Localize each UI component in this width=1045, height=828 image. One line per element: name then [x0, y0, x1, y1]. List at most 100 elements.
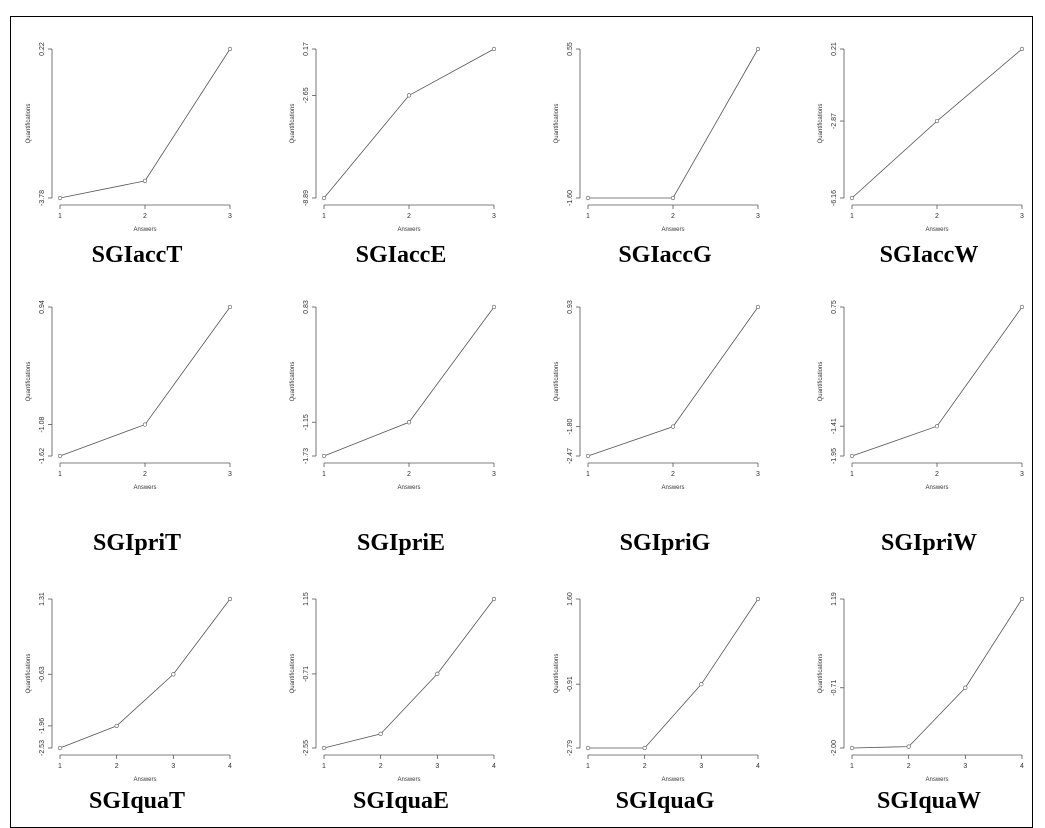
data-point [642, 745, 647, 751]
y-tick-label: 0.83 [303, 300, 310, 314]
x-axis-label: Answers [397, 227, 420, 233]
y-axis-label: Quantifications [818, 104, 824, 144]
data-line [59, 306, 231, 457]
x-tick-label: 1 [322, 763, 326, 770]
data-point [227, 596, 233, 602]
data-line [323, 306, 495, 457]
chart-title: SGIaccT [92, 242, 183, 268]
chart-title: SGIquaG [616, 788, 715, 814]
x-tick-label: 3 [171, 763, 175, 770]
data-point [849, 453, 855, 459]
y-tick-label: -0.71 [831, 680, 838, 696]
data-point [227, 304, 233, 310]
x-tick-label: 2 [935, 471, 939, 478]
x-axis-label: Answers [925, 227, 948, 233]
data-point [1019, 304, 1025, 310]
x-tick-label: 1 [586, 213, 590, 220]
data-line [59, 48, 231, 199]
x-tick-label: 3 [756, 213, 760, 220]
y-tick-label: -0.63 [39, 666, 46, 682]
y-tick-label: -3.78 [39, 190, 46, 206]
data-point [227, 46, 233, 52]
data-point [934, 424, 940, 429]
y-tick-label: -2.55 [303, 740, 310, 756]
y-axis-label: Quantifications [554, 104, 560, 144]
y-tick-label: -1.60 [567, 190, 574, 206]
x-tick-label: 2 [907, 763, 911, 770]
y-axis-label: Quantifications [818, 362, 824, 402]
y-tick-label: -0.71 [303, 666, 310, 682]
data-line [323, 48, 495, 199]
y-tick-label: -1.15 [303, 414, 310, 430]
x-axis-label: Answers [661, 777, 684, 783]
y-tick-label: 0.22 [39, 42, 46, 56]
x-axis-label: Answers [661, 485, 684, 491]
chart-title: SGIpriG [620, 530, 711, 556]
x-tick-label: 3 [1020, 213, 1024, 220]
x-tick-label: 2 [379, 763, 383, 770]
x-tick-label: 1 [322, 213, 326, 220]
data-point [114, 723, 119, 728]
data-point [1019, 596, 1025, 602]
y-axis-label: Quantifications [290, 362, 296, 402]
chart-title: SGIquaT [89, 788, 185, 814]
chart-title: SGIpriW [881, 530, 977, 556]
x-tick-label: 3 [435, 763, 439, 770]
x-tick-label: 1 [850, 471, 854, 478]
x-tick-label: 2 [671, 471, 675, 478]
data-point [1019, 46, 1025, 52]
data-line [588, 598, 759, 749]
x-tick-label: 4 [492, 763, 496, 770]
x-tick-label: 1 [850, 213, 854, 220]
x-tick-label: 1 [586, 763, 590, 770]
data-point [142, 178, 148, 183]
data-point [378, 731, 383, 737]
x-tick-label: 3 [228, 213, 232, 220]
x-tick-label: 3 [492, 213, 496, 220]
x-tick-label: 4 [228, 763, 232, 770]
data-point [435, 671, 440, 677]
y-axis-label: Quantifications [290, 654, 296, 694]
x-tick-label: 3 [699, 763, 703, 770]
x-tick-label: 2 [935, 213, 939, 220]
y-axis-label: Quantifications [26, 362, 32, 402]
x-tick-label: 1 [58, 471, 62, 478]
y-tick-label: -2.87 [831, 113, 838, 129]
x-tick-label: 3 [228, 471, 232, 478]
data-point [585, 745, 591, 751]
data-point [142, 422, 148, 427]
data-point [849, 745, 855, 751]
data-point [57, 195, 63, 201]
y-tick-label: -6.16 [831, 190, 838, 206]
y-axis-label: Quantifications [290, 104, 296, 144]
x-tick-label: 2 [407, 213, 411, 220]
x-axis-label: Answers [133, 777, 156, 783]
x-tick-label: 1 [586, 471, 590, 478]
x-tick-label: 3 [492, 471, 496, 478]
chart-title: SGIquaE [353, 788, 449, 814]
x-tick-label: 2 [407, 471, 411, 478]
y-axis-label: Quantifications [26, 654, 32, 694]
y-tick-label: 1.15 [303, 592, 310, 606]
chart-title: SGIquaW [877, 788, 981, 814]
data-point [491, 46, 497, 52]
x-tick-label: 2 [143, 471, 147, 478]
y-tick-label: -8.89 [303, 190, 310, 206]
x-tick-label: 2 [671, 213, 675, 220]
y-axis-label: Quantifications [554, 362, 560, 402]
y-tick-label: -0.91 [567, 676, 574, 692]
x-axis-label: Answers [397, 777, 420, 783]
x-tick-label: 1 [58, 213, 62, 220]
y-tick-label: -1.41 [831, 418, 838, 434]
data-point [670, 195, 676, 201]
data-point [321, 745, 327, 751]
data-point [963, 685, 968, 690]
chart-title: SGIpriT [93, 530, 181, 556]
x-axis-label: Answers [925, 777, 948, 783]
data-point [57, 745, 63, 751]
x-axis-label: Answers [397, 485, 420, 491]
data-point [321, 453, 327, 459]
y-tick-label: 0.17 [303, 42, 310, 56]
x-tick-label: 2 [643, 763, 647, 770]
